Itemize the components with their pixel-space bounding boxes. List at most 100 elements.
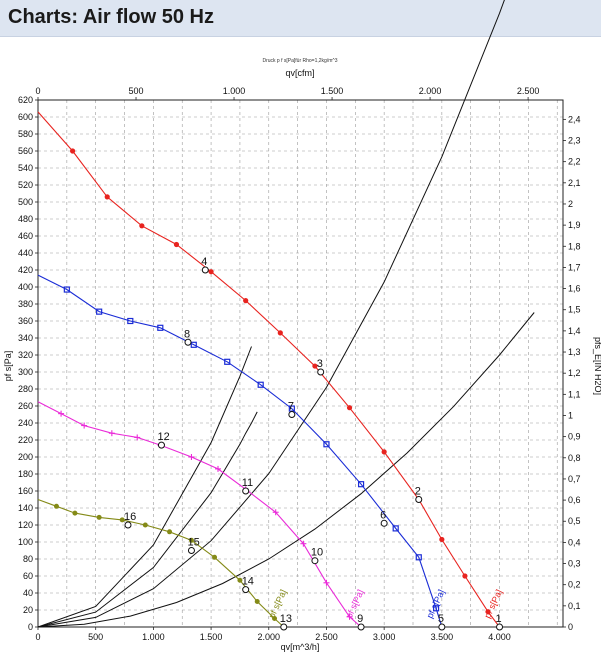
fan-curve-point xyxy=(392,525,399,532)
operating-point-label: 10 xyxy=(311,547,323,559)
operating-point xyxy=(438,623,446,631)
operating-point-label: 11 xyxy=(242,477,253,489)
fan-curve-point xyxy=(190,341,197,348)
x-top-tick-label: 0 xyxy=(35,86,40,96)
y-right-tick-label: 1,8 xyxy=(568,241,581,251)
y-left-tick-label: 260 xyxy=(18,401,33,411)
y-right-tick-label: 0,8 xyxy=(568,453,581,463)
fan-curve-point xyxy=(462,573,468,579)
system-curves xyxy=(37,0,535,628)
operating-point-label: 8 xyxy=(184,328,190,340)
fan-curve-point xyxy=(323,441,330,448)
x-bottom-tick-label: 500 xyxy=(88,632,103,642)
y-left-tick-label: 180 xyxy=(18,469,33,479)
fan-curve-point xyxy=(134,434,141,441)
y-left-tick-label: 420 xyxy=(18,265,33,275)
y-left-tick-label: 520 xyxy=(18,180,33,190)
operating-point xyxy=(201,266,209,274)
y-left-tick-label: 120 xyxy=(18,520,33,530)
plot-area xyxy=(38,100,563,627)
x-bottom-tick-label: 2.000 xyxy=(258,632,281,642)
x-top-tick-label: 2.500 xyxy=(517,86,540,96)
fan-curve-point xyxy=(215,465,221,472)
plot-frame xyxy=(37,99,564,628)
x-top-tick-label: 500 xyxy=(129,86,144,96)
operating-point-label: 4 xyxy=(201,256,207,268)
operating-point xyxy=(242,487,250,495)
operating-point xyxy=(280,623,288,631)
fan-curve-point xyxy=(323,579,330,586)
fan-curve-point xyxy=(277,330,283,336)
operating-point-label: 2 xyxy=(415,486,421,498)
fan-curve-point xyxy=(208,269,214,275)
y-right-tick-label: 2,4 xyxy=(568,114,581,124)
fan-curve-point xyxy=(257,381,264,388)
operating-point xyxy=(496,623,504,631)
operating-point xyxy=(157,441,165,449)
operating-point xyxy=(317,368,325,376)
fan-curve-line xyxy=(37,401,362,628)
fan-curve-point xyxy=(58,410,65,417)
x-bottom-tick-label: 1.000 xyxy=(142,632,165,642)
operating-point xyxy=(380,519,388,527)
y-left-tick-label: 220 xyxy=(18,435,33,445)
y-left-tick-label: 380 xyxy=(18,299,33,309)
y-left-tick-label: 540 xyxy=(18,163,33,173)
x-bottom-tick-label: 2.500 xyxy=(315,632,338,642)
y-left-tick-label: 40 xyxy=(23,588,33,598)
fan-curve-point xyxy=(104,194,110,200)
x-top-tick-label: 2.000 xyxy=(419,86,442,96)
x-top-tick-label: 1.500 xyxy=(321,86,344,96)
y-right-tick-label: 1,5 xyxy=(568,305,581,315)
operating-point-label: 12 xyxy=(157,431,169,443)
operating-point xyxy=(357,623,365,631)
y-right-tick-label: 0 xyxy=(568,622,573,632)
y-right-tick-label: 2 xyxy=(568,199,573,209)
operating-point-label: 14 xyxy=(242,576,254,588)
y-left-tick-label: 100 xyxy=(18,537,33,547)
fan-curve-point xyxy=(300,540,307,547)
fan-curve-point xyxy=(72,510,78,516)
page-title: Charts: Air flow 50 Hz xyxy=(8,6,214,28)
fan-curve-point xyxy=(346,405,353,411)
operating-point xyxy=(184,338,192,346)
y-left-tick-label: 560 xyxy=(18,146,33,156)
y-left-tick-label: 360 xyxy=(18,316,33,326)
y-left-tick-label: 20 xyxy=(23,605,33,615)
fan-curve-point xyxy=(108,430,115,437)
fan-curve-point xyxy=(139,223,145,229)
fan-curve-point xyxy=(312,363,318,369)
y-right-tick-label: 0,4 xyxy=(568,537,581,547)
y-right-tick-label: 1,3 xyxy=(568,347,581,357)
operating-point-label: 5 xyxy=(438,613,444,625)
x-bottom-tick-label: 3.500 xyxy=(431,632,454,642)
y-left-tick-label: 200 xyxy=(18,452,33,462)
fan-curve-point xyxy=(188,454,195,460)
y-left-tick-label: 160 xyxy=(18,486,33,496)
y-right-tick-label: 2,2 xyxy=(568,157,581,167)
y-right-tick-label: 0,5 xyxy=(568,516,581,526)
fan-curve-point xyxy=(142,522,148,528)
y-right-tick-label: 1 xyxy=(568,410,573,420)
operating-point-label: 15 xyxy=(187,537,199,549)
y-right-tick-label: 0,6 xyxy=(568,495,581,505)
x-bottom-tick-label: 4.000 xyxy=(488,632,511,642)
operating-point-label: 13 xyxy=(280,613,292,625)
operating-point-label: 9 xyxy=(357,613,363,625)
y-left-tick-label: 500 xyxy=(18,197,33,207)
system-curve-line xyxy=(37,411,258,628)
y-right-tick-label: 0,2 xyxy=(568,580,581,590)
x-bottom-tick-label: 1.500 xyxy=(200,632,223,642)
fan-curve-point xyxy=(237,577,243,583)
y-right-tick-label: 1,4 xyxy=(568,326,581,336)
grid xyxy=(38,100,563,627)
y-left-tick-label: 80 xyxy=(23,554,33,564)
axes: 0 500 1.000 1.500 2.000 2.500 3.000 3.500 4.0000… xyxy=(18,86,581,642)
y-right-tick-label: 2,1 xyxy=(568,178,581,188)
fan-curve-point xyxy=(212,554,218,560)
fan-curve-point xyxy=(70,148,76,154)
y-right-tick-label: 0,3 xyxy=(568,559,581,569)
y-left-tick-label: 140 xyxy=(18,503,33,513)
y-left-tick-label: 580 xyxy=(18,129,33,139)
